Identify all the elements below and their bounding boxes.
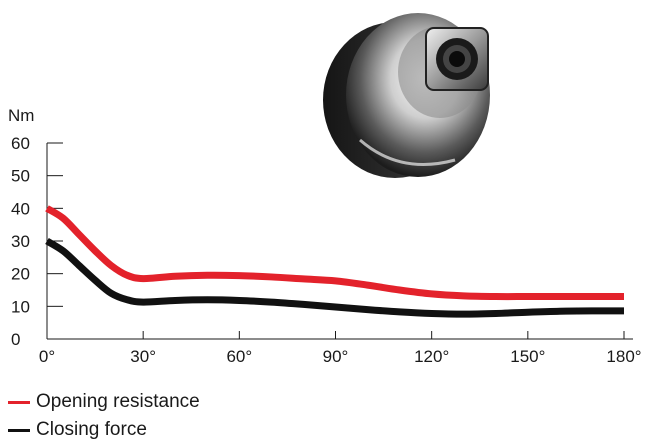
x-tick-label: 0° bbox=[39, 347, 55, 366]
series-line-opening-resistance bbox=[45, 205, 624, 301]
x-tick-label: 60° bbox=[226, 347, 252, 366]
y-tick-label: 0 bbox=[11, 330, 20, 349]
x-tick-label: 120° bbox=[414, 347, 449, 366]
y-tick-label: 60 bbox=[11, 134, 30, 153]
x-tick-label: 180° bbox=[606, 347, 641, 366]
y-tick-label: 20 bbox=[11, 265, 30, 284]
y-tick-label: 30 bbox=[11, 232, 30, 251]
legend-item-opening-resistance: Opening resistance bbox=[8, 388, 200, 416]
y-ticks: 0 10 20 30 40 50 60 bbox=[11, 134, 63, 349]
series-lines bbox=[45, 205, 625, 318]
x-tick-label: 30° bbox=[130, 347, 156, 366]
legend-swatch-opening-resistance bbox=[8, 400, 30, 404]
series-line-closing-force bbox=[45, 237, 625, 318]
y-tick-label: 10 bbox=[11, 297, 30, 316]
x-ticks: 0° 30° 60° 90° 120° 150° 180° bbox=[39, 331, 642, 366]
y-axis-unit-label: Nm bbox=[8, 106, 34, 125]
y-tick-label: 50 bbox=[11, 167, 30, 186]
legend-swatch-closing-force bbox=[8, 428, 30, 432]
legend-label-closing-force: Closing force bbox=[36, 419, 147, 440]
hinge-cam-photo bbox=[323, 13, 490, 178]
legend-label-opening-resistance: Opening resistance bbox=[36, 391, 200, 412]
y-tick-label: 40 bbox=[11, 199, 30, 218]
legend-item-closing-force: Closing force bbox=[8, 416, 200, 444]
x-tick-label: 150° bbox=[510, 347, 545, 366]
x-tick-label: 90° bbox=[323, 347, 349, 366]
legend: Opening resistance Closing force bbox=[8, 388, 200, 444]
